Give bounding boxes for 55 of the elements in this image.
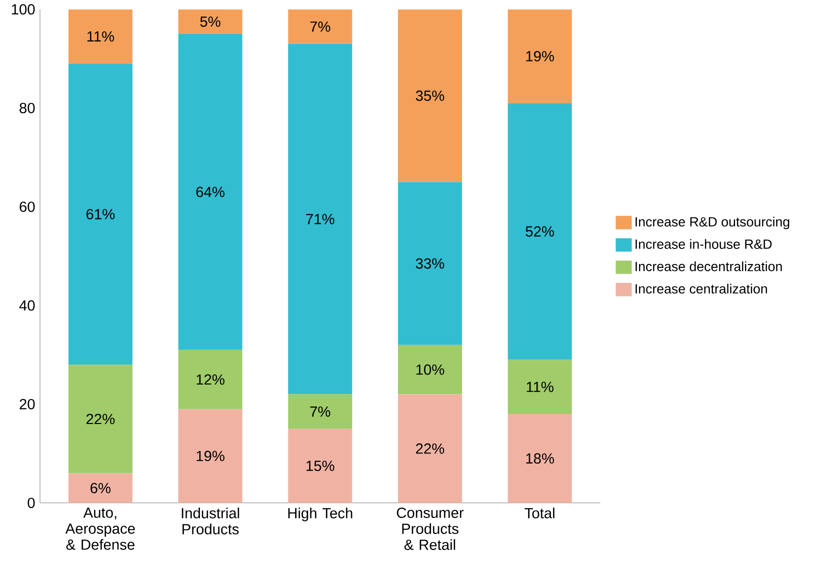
data-label: 64%	[196, 186, 224, 198]
bar	[68, 9, 132, 64]
bar	[398, 394, 462, 503]
data-label: 22%	[86, 414, 115, 424]
legend-label: Increase decentralization	[636, 261, 782, 272]
data-label: 35%	[416, 90, 444, 101]
data-label: 15%	[306, 460, 334, 472]
data-label: 11%	[87, 31, 114, 42]
bar	[178, 9, 242, 34]
data-label: 61%	[86, 209, 115, 220]
data-label: 7%	[310, 22, 330, 32]
bar	[68, 473, 132, 503]
y-tick-label: 20	[20, 399, 35, 410]
bar	[68, 364, 132, 474]
legend-label: Increase in-house R&D	[636, 239, 772, 249]
data-label: 33%	[416, 258, 444, 269]
bar	[288, 394, 352, 429]
bar	[508, 414, 572, 503]
y-tick-label: 0	[28, 498, 35, 508]
bar	[398, 9, 462, 182]
x-tick-label: Consumer Products & Retail	[396, 508, 464, 550]
x-tick-label: Industrial Products	[182, 508, 240, 534]
y-tick-label: 40	[19, 300, 35, 311]
data-label: 11%	[526, 382, 554, 392]
bar	[68, 64, 132, 365]
bar	[288, 9, 352, 44]
data-label: 71%	[306, 214, 334, 224]
data-label: 6%	[90, 482, 110, 494]
data-label: 10%	[416, 364, 444, 375]
data-label: 19%	[196, 450, 224, 462]
data-label: 5%	[200, 16, 220, 27]
legend-label: Increase R&D outsourcing	[636, 216, 790, 230]
x-tick-label: Total	[524, 508, 554, 518]
x-tick-label: Auto, Aerospace & Defense	[65, 508, 135, 550]
data-label: 12%	[196, 374, 224, 385]
bar	[398, 182, 462, 345]
data-label: 19%	[526, 51, 554, 62]
y-tick-label: 60	[20, 202, 35, 212]
bar	[508, 103, 572, 360]
data-label: 18%	[526, 453, 554, 464]
bar	[178, 350, 242, 410]
bar	[288, 428, 352, 503]
data-label: 7%	[310, 406, 330, 417]
bar	[398, 344, 462, 394]
bar	[288, 44, 352, 394]
data-label: 52%	[526, 226, 554, 237]
legend-label: Increase centralization	[636, 284, 767, 294]
y-tick-label: 80	[20, 102, 35, 114]
bar	[508, 9, 572, 104]
bar	[508, 360, 572, 414]
y-tick-label: 100	[12, 4, 35, 15]
bar	[178, 409, 242, 503]
x-tick-label: High Tech	[288, 508, 352, 522]
data-label: 22%	[416, 443, 444, 454]
bar	[178, 34, 242, 350]
